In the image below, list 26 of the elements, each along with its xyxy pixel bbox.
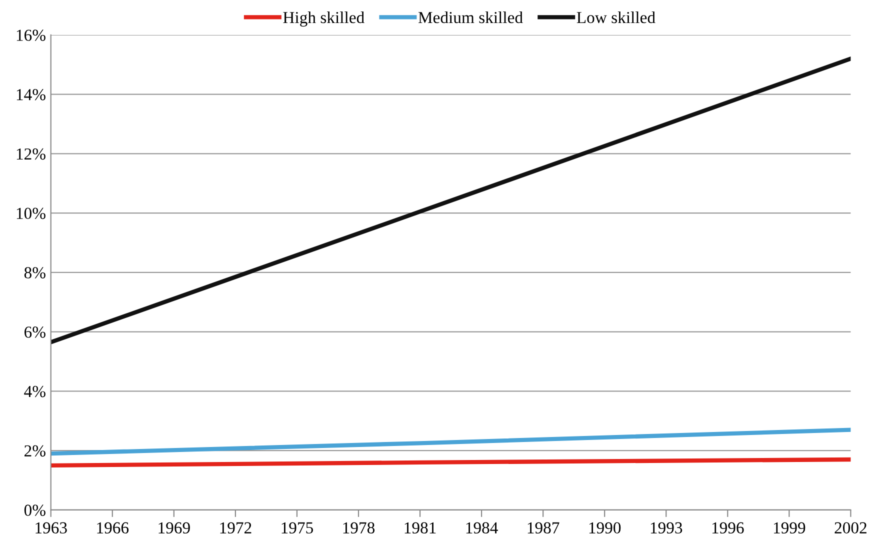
x-tick-label: 1978 bbox=[343, 522, 375, 534]
y-tick-label: 10% bbox=[16, 208, 46, 220]
x-tick-label: 1984 bbox=[466, 522, 498, 534]
x-tick-label: 1996 bbox=[712, 522, 744, 534]
x-tick-label: 1990 bbox=[589, 522, 621, 534]
y-tick-label: 6% bbox=[24, 326, 46, 338]
y-tick-label: 16% bbox=[16, 30, 46, 41]
x-tick-label: 1969 bbox=[158, 522, 190, 534]
y-tick-label: 12% bbox=[16, 148, 46, 160]
y-tick-label: 4% bbox=[24, 386, 46, 398]
x-tick-label: 2002 bbox=[834, 522, 866, 534]
y-tick-label: 0% bbox=[24, 504, 46, 516]
legend-label: High skilled bbox=[283, 11, 364, 27]
legend-label: Medium skilled bbox=[418, 11, 523, 24]
x-tick-label: 1972 bbox=[220, 522, 252, 534]
x-tick-label: 1963 bbox=[36, 522, 67, 534]
x-tick-label: 1987 bbox=[528, 522, 560, 534]
y-tick-label: 8% bbox=[24, 267, 46, 278]
x-tick-label: 1966 bbox=[97, 522, 129, 534]
x-tick-label: 1981 bbox=[404, 522, 436, 534]
y-tick-label: 14% bbox=[16, 89, 46, 100]
legend-label: Low skilled bbox=[576, 11, 656, 24]
x-tick-label: 1975 bbox=[282, 522, 313, 534]
x-tick-label: 1993 bbox=[650, 522, 682, 534]
x-tick-label: 1999 bbox=[774, 522, 806, 534]
y-tick-label: 2% bbox=[24, 445, 46, 457]
